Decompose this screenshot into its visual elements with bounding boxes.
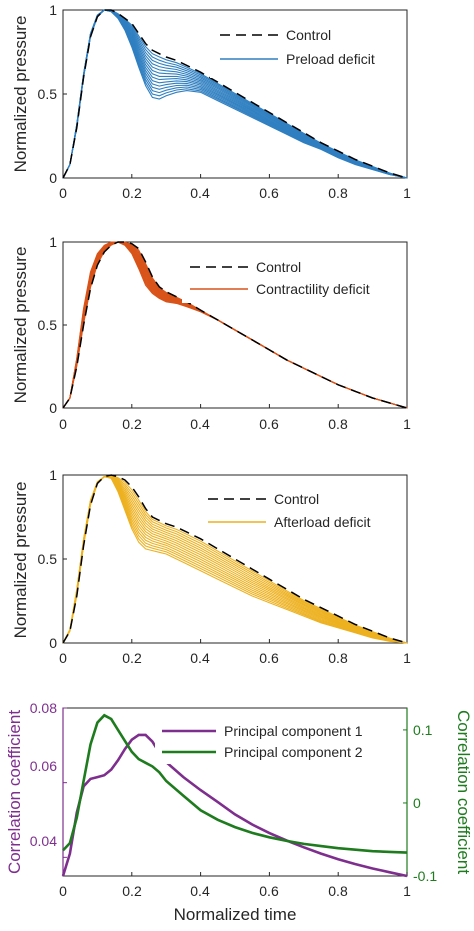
control-curve	[62, 241, 408, 409]
x-tick-label: 1	[403, 883, 411, 899]
legend-label-deficit: Preload deficit	[286, 51, 375, 67]
y-axis-label: Normalized pressure	[11, 16, 30, 173]
x-tick-label: 0.4	[190, 883, 210, 899]
panel-preload: 0 0.5 1 0 0.2 0.4 0.6 0.8 1 Normalized p…	[11, 2, 411, 201]
legend-label-pc2: Principal component 2	[224, 744, 363, 760]
x-tick-label: 0.4	[190, 650, 210, 666]
legend-label-control: Control	[286, 27, 331, 43]
x-tick-label: 0.4	[190, 416, 210, 432]
y-axis-label: Normalized pressure	[11, 482, 30, 639]
y-tick-label-right: -0.1	[413, 868, 437, 884]
legend-label-control: Control	[256, 259, 301, 275]
legend-label-pc1: Principal component 1	[224, 723, 363, 739]
y-tick-label: 0.5	[38, 551, 58, 567]
y-axis-label: Normalized pressure	[11, 247, 30, 404]
y-tick-label: 1	[49, 467, 57, 483]
x-tick-label: 1	[403, 185, 411, 201]
legend: Control Contractility deficit	[182, 253, 397, 303]
pc2-curve	[62, 713, 408, 854]
control-curve	[62, 474, 408, 644]
x-tick-label: 0	[59, 185, 67, 201]
y-tick-label: 0.5	[38, 86, 58, 102]
x-tick-label: 0.2	[122, 416, 142, 432]
control-curve	[62, 9, 408, 179]
y-tick-label-left: 0.04	[30, 833, 57, 849]
y-tick-label: 1	[49, 2, 57, 18]
x-tick-label: 0.8	[328, 185, 348, 201]
ticks	[62, 9, 408, 179]
series-layer	[62, 474, 408, 644]
x-tick-label: 0.2	[122, 185, 142, 201]
legend-box	[155, 718, 400, 764]
x-tick-label: 0.6	[259, 650, 279, 666]
y-tick-label-left: 0.08	[30, 700, 57, 716]
y-tick-label: 0	[49, 170, 57, 186]
x-tick-label: 0.2	[122, 650, 142, 666]
x-tick-label: 0.6	[259, 416, 279, 432]
x-tick-label: 0.8	[328, 883, 348, 899]
panel-afterload: 0 0.5 1 0 0.2 0.4 0.6 0.8 1 Normalized p…	[11, 467, 411, 666]
ticks	[62, 474, 408, 644]
y-tick-label: 0	[49, 400, 57, 416]
x-tick-label: 0	[59, 650, 67, 666]
panel-correlation: 0.04 0.06 0.08 -0.1 0 0.1 0 0.2 0.4 0.6 …	[5, 700, 473, 924]
x-axis-label: Normalized time	[174, 905, 297, 924]
x-tick-label: 0.4	[190, 185, 210, 201]
ticks	[62, 241, 408, 409]
panel-contractility: 0 0.5 1 0 0.2 0.4 0.6 0.8 1 Normalized p…	[11, 234, 411, 432]
y-tick-label: 0.5	[38, 317, 58, 333]
x-tick-label: 1	[403, 650, 411, 666]
x-tick-label: 0	[59, 883, 67, 899]
legend: Control Preload deficit	[210, 20, 395, 78]
legend: Control Afterload deficit	[200, 485, 395, 537]
x-tick-label: 0.6	[259, 185, 279, 201]
legend-label-control: Control	[274, 491, 319, 507]
x-tick-label: 1	[403, 416, 411, 432]
x-tick-label: 0.6	[259, 883, 279, 899]
x-tick-label: 0.8	[328, 650, 348, 666]
y-axis-label-right: Correlation coefficient	[454, 710, 473, 874]
y-tick-label-left: 0.06	[30, 758, 57, 774]
series-layer	[62, 241, 408, 409]
x-tick-label: 0.2	[122, 883, 142, 899]
x-tick-label: 0.8	[328, 416, 348, 432]
y-tick-label: 1	[49, 234, 57, 250]
y-tick-label-right: 0.1	[413, 722, 433, 738]
x-tick-label: 0	[59, 416, 67, 432]
legend-box	[210, 20, 395, 78]
legend: Principal component 1 Principal componen…	[155, 718, 400, 764]
y-tick-label: 0	[49, 635, 57, 651]
y-tick-label-right: 0	[413, 795, 421, 811]
legend-label-deficit: Contractility deficit	[256, 281, 370, 297]
series-layer	[62, 9, 408, 179]
y-axis-label-left: Correlation coefficient	[5, 710, 24, 874]
legend-box	[182, 253, 397, 303]
legend-label-deficit: Afterload deficit	[274, 514, 371, 530]
legend-box	[200, 485, 395, 537]
